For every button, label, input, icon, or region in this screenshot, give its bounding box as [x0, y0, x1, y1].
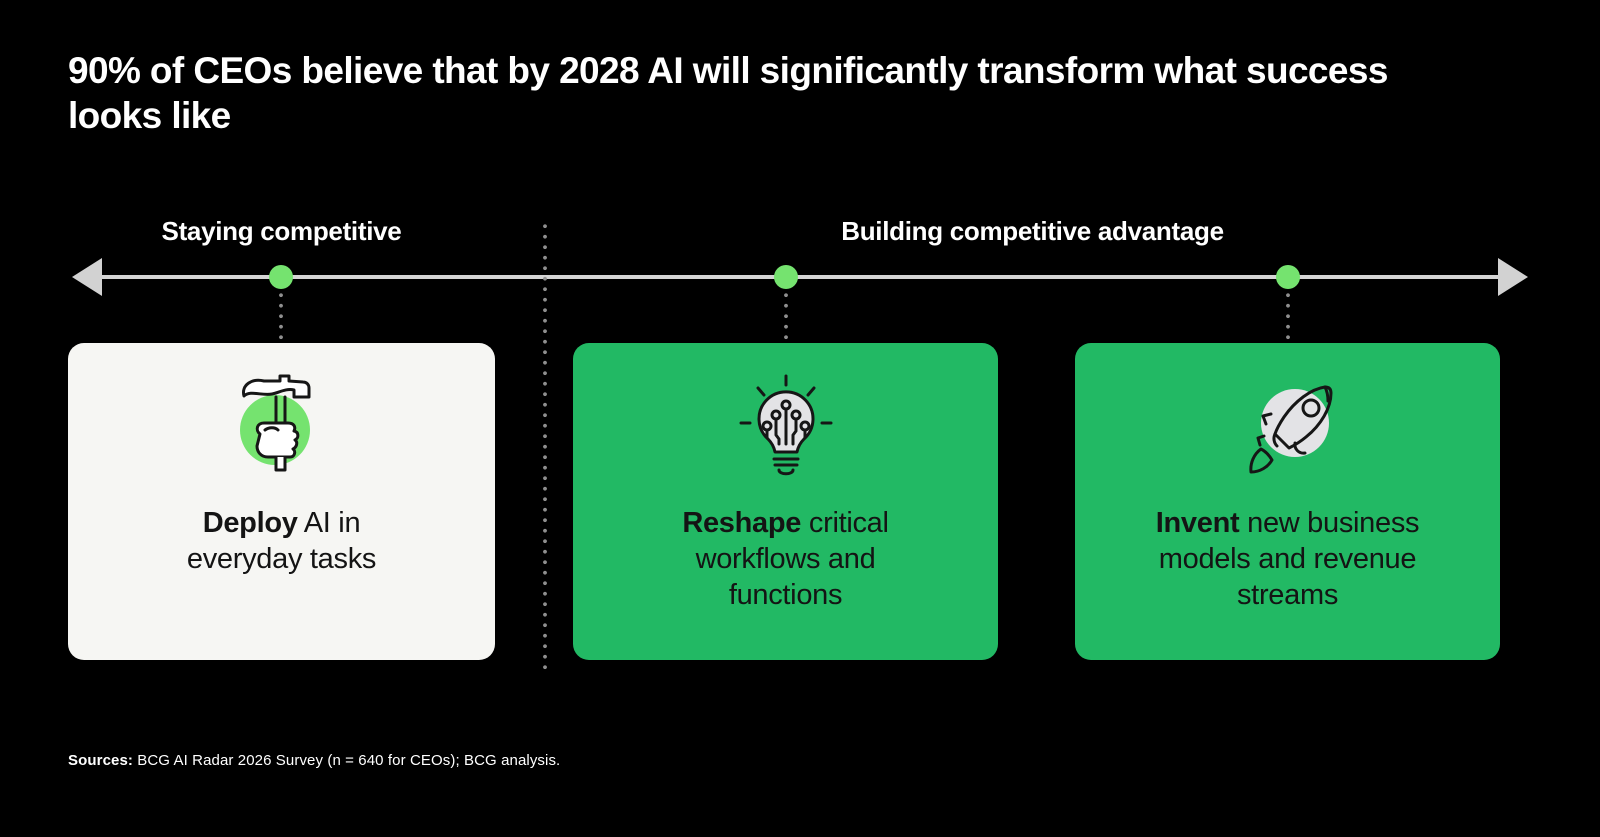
- connector-dotted-line-1: [279, 293, 283, 343]
- timeline-axis: [92, 275, 1508, 279]
- timeline-dot-3: [1276, 265, 1300, 289]
- section-divider-dotted-line: [543, 224, 547, 670]
- card-invent-text: Invent new business models and revenue s…: [1155, 507, 1420, 611]
- timeline-dot-2: [774, 265, 798, 289]
- card-deploy: Deploy AI in everyday tasks: [68, 343, 495, 660]
- connector-dotted-line-2: [784, 293, 788, 343]
- arrow-left-icon: [72, 258, 102, 296]
- timeline-left-label: Staying competitive: [161, 216, 402, 246]
- card-reshape: Reshape critical workflows and functions: [573, 343, 998, 660]
- connector-dotted-line-3: [1286, 293, 1290, 343]
- card-reshape-text: Reshape critical workflows and functions: [682, 507, 889, 611]
- arrow-right-icon: [1498, 258, 1528, 296]
- timeline-dot-1: [269, 265, 293, 289]
- hammer-in-hand-icon: [232, 373, 332, 491]
- page-title: 90% of CEOs believe that by 2028 AI will…: [68, 50, 1388, 136]
- sources-note: Sources: BCG AI Radar 2026 Survey (n = 6…: [68, 752, 561, 769]
- card-deploy-text: Deploy AI in everyday tasks: [186, 507, 377, 575]
- timeline-right-label: Building competitive advantage: [841, 216, 1224, 246]
- rocket-icon: [1233, 373, 1343, 491]
- lightbulb-circuit-icon: [734, 373, 838, 491]
- card-invent: Invent new business models and revenue s…: [1075, 343, 1500, 660]
